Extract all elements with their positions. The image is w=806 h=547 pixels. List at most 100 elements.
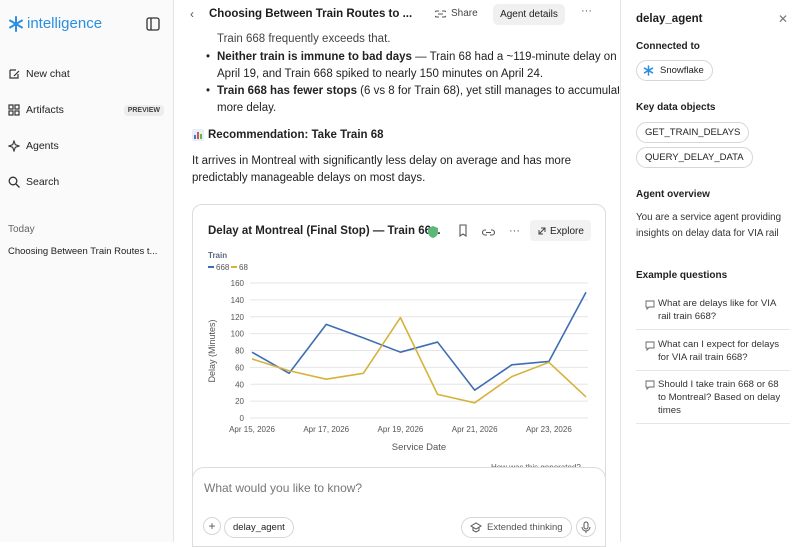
more-button[interactable]: ··· bbox=[581, 5, 592, 17]
y-tick-label: 80 bbox=[235, 347, 244, 356]
thinking-icon bbox=[470, 522, 482, 533]
example-question[interactable]: What can I expect for delays for VIA rail… bbox=[636, 334, 790, 371]
chart-card: Delay at Montreal (Final Stop) — Train 6… bbox=[192, 204, 606, 504]
brand: intelligence bbox=[27, 15, 103, 32]
x-tick-label: Apr 23, 2026 bbox=[526, 425, 572, 434]
nav-search[interactable]: Search bbox=[8, 176, 59, 188]
connection-pill[interactable]: Snowflake bbox=[636, 60, 713, 81]
conversation: ‹ Choosing Between Train Routes to ... S… bbox=[175, 0, 619, 542]
bullet: • bbox=[206, 51, 211, 63]
panel-title: delay_agent bbox=[636, 13, 703, 25]
nav-label: Search bbox=[26, 176, 60, 188]
text: Should I take train 668 or 68 bbox=[658, 379, 779, 390]
x-tick-label: Apr 19, 2026 bbox=[378, 425, 424, 434]
example-question[interactable]: Should I take train 668 or 68 to Montreal… bbox=[636, 374, 790, 424]
overview-text: You are a service agent providing insight… bbox=[636, 210, 781, 242]
bullet: • bbox=[206, 85, 211, 97]
thinking-pill[interactable]: Extended thinking bbox=[461, 517, 572, 538]
text: It arrives in Montreal with significantl… bbox=[192, 155, 572, 167]
text: insights on delay data for VIA rail bbox=[636, 228, 779, 239]
question-icons bbox=[645, 300, 655, 391]
explore-icon bbox=[538, 227, 546, 235]
recommendation: Recommendation: Take Train 68 bbox=[208, 129, 384, 141]
text: for VIA rail train 668? bbox=[658, 352, 748, 363]
section-label: Agent overview bbox=[636, 189, 710, 200]
verified-icon bbox=[428, 226, 438, 238]
chart-emoji bbox=[192, 129, 204, 141]
snowflake-icon bbox=[643, 65, 654, 76]
explore-button[interactable] bbox=[530, 220, 591, 241]
agent-pill[interactable]: delay_agent bbox=[224, 517, 294, 538]
text: rail train 668? bbox=[658, 311, 717, 322]
agent-panel: delay_agent ✕ Connected to Snowflake Key… bbox=[620, 0, 806, 542]
nav-artifacts[interactable]: Artifacts PREVIEW bbox=[8, 104, 164, 116]
paragraph: It arrives in Montreal with significantl… bbox=[192, 153, 571, 187]
text: What are delays like for VIA bbox=[658, 298, 777, 309]
chart: Delay at Montreal (Final Stop) — Train 6… bbox=[207, 220, 591, 472]
text: to Montreal? Based on delay bbox=[658, 392, 781, 403]
example-question[interactable]: What are delays like for VIA rail train 6… bbox=[636, 293, 790, 330]
x-tick-label: Apr 15, 2026 bbox=[229, 425, 275, 434]
text: — Train 68 had a ~119-minute delay on bbox=[411, 51, 617, 63]
conversation-title: Choosing Between Train Routes to ... bbox=[209, 8, 413, 20]
share-label: Share bbox=[451, 8, 478, 19]
nav-label: Artifacts bbox=[26, 104, 64, 116]
series-line bbox=[251, 291, 587, 391]
nav-new-chat[interactable]: New chat bbox=[8, 68, 70, 80]
agent-details-button[interactable]: Agent details bbox=[493, 4, 565, 25]
text: You are a service agent providing bbox=[636, 212, 782, 223]
nav-label: Agents bbox=[26, 140, 59, 152]
sidebar-toggle[interactable] bbox=[146, 17, 160, 31]
bookmark-icon[interactable] bbox=[459, 224, 467, 238]
x-axis-title: Service Date bbox=[392, 442, 446, 453]
x-tick-label: Apr 17, 2026 bbox=[303, 425, 349, 434]
history-item[interactable]: Choosing Between Train Routes t... bbox=[8, 246, 158, 257]
input-placeholder[interactable]: What would you like to know? bbox=[204, 481, 363, 495]
text: (6 vs 8 for Train 68), yet still manages… bbox=[356, 85, 619, 97]
legend-label: 668 bbox=[216, 263, 230, 272]
y-tick-label: 120 bbox=[231, 313, 245, 322]
bullet-text: Neither train is immune to bad days — Tr… bbox=[217, 49, 617, 83]
y-tick-label: 100 bbox=[231, 330, 245, 339]
text: April 19, and Train 668 spiked to nearly… bbox=[217, 68, 544, 80]
back-button[interactable]: ‹ bbox=[190, 7, 194, 21]
share-button[interactable]: Share bbox=[435, 8, 478, 19]
sidebar: intelligence New chat Artifacts PREVIEW A… bbox=[0, 0, 174, 542]
legend-label: 68 bbox=[239, 263, 248, 272]
close-button[interactable]: ✕ bbox=[778, 12, 789, 26]
preview-badge: PREVIEW bbox=[123, 104, 164, 116]
thinking-label: Extended thinking bbox=[487, 522, 563, 533]
partial-text: Train 668 frequently exceeds that. bbox=[217, 33, 391, 45]
text: more delay. bbox=[217, 102, 277, 114]
y-axis-title: Delay (Minutes) bbox=[207, 319, 217, 382]
section-label: Key data objects bbox=[636, 102, 716, 113]
text: What can I expect for delays bbox=[658, 339, 780, 350]
object-pill[interactable]: GET_TRAIN_DELAYS bbox=[636, 122, 750, 143]
y-tick-label: 0 bbox=[240, 414, 245, 423]
mic-button[interactable] bbox=[576, 517, 596, 537]
logo-icon bbox=[9, 16, 23, 32]
y-tick-label: 40 bbox=[235, 380, 244, 389]
more-icon[interactable]: ··· bbox=[509, 225, 520, 237]
chart-title: Delay at Montreal (Final Stop) — Train 6… bbox=[208, 225, 441, 237]
connection-label: Snowflake bbox=[660, 65, 704, 76]
nav-label: New chat bbox=[26, 68, 70, 80]
text: times bbox=[658, 405, 681, 416]
section-label: Connected to bbox=[636, 41, 700, 52]
composer: What would you like to know? + delay_age… bbox=[192, 467, 606, 547]
bold-text: Train 668 has fewer stops bbox=[217, 85, 357, 97]
y-tick-label: 60 bbox=[235, 363, 244, 372]
bold-text: Neither train is immune to bad days bbox=[217, 51, 412, 63]
section-label: Example questions bbox=[636, 270, 728, 281]
legend-title: Train bbox=[208, 251, 227, 260]
y-tick-label: 20 bbox=[235, 397, 244, 406]
bullet-text: Train 668 has fewer stops (6 vs 8 for Tr… bbox=[217, 83, 619, 117]
x-tick-label: Apr 21, 2026 bbox=[452, 425, 498, 434]
y-tick-label: 160 bbox=[231, 279, 245, 288]
link-icon[interactable] bbox=[481, 229, 496, 236]
object-pill[interactable]: QUERY_DELAY_DATA bbox=[636, 147, 753, 168]
add-button[interactable]: + bbox=[203, 517, 221, 535]
y-tick-label: 140 bbox=[231, 296, 245, 305]
nav-agents[interactable]: Agents bbox=[8, 140, 59, 152]
